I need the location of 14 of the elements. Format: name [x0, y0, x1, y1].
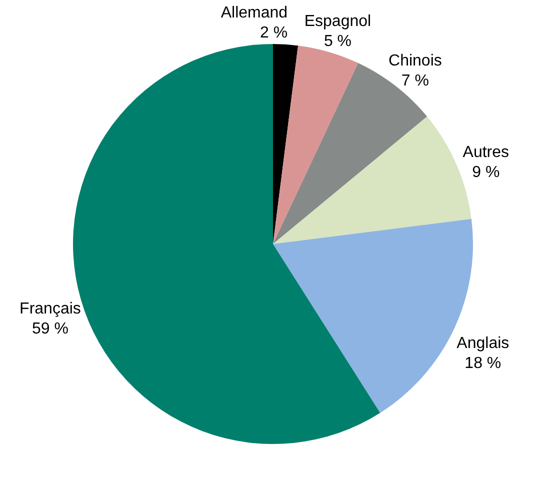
slice-label: Chinois — [388, 52, 442, 70]
slice-label: Anglais — [456, 334, 510, 352]
slice-label: Français — [20, 300, 81, 318]
data-label: 59 % — [32, 320, 68, 338]
slice-label: Allemand — [220, 4, 288, 22]
pie-slice — [273, 44, 298, 244]
data-label: 7 % — [401, 72, 429, 90]
slice-label: Espagnol — [304, 13, 372, 30]
slice-label: Autres — [462, 144, 510, 161]
data-label: 2 % — [260, 24, 288, 42]
data-label: 5 % — [324, 33, 352, 50]
data-label: 18 % — [464, 354, 502, 372]
pie-slice — [273, 46, 358, 244]
data-label: 9 % — [472, 164, 500, 181]
